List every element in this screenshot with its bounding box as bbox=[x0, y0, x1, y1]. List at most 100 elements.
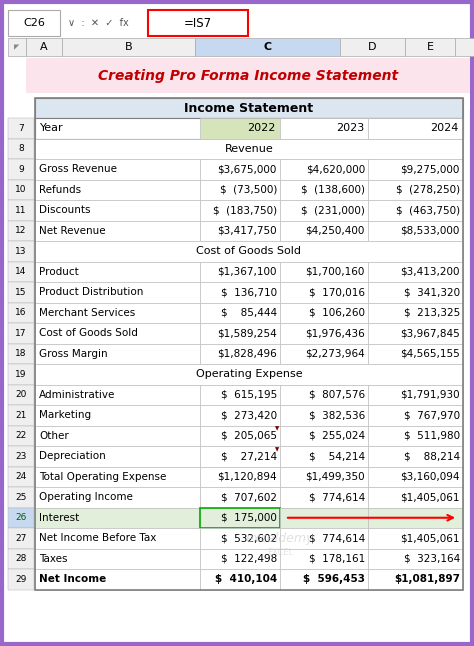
Text: 2023: 2023 bbox=[336, 123, 364, 133]
FancyBboxPatch shape bbox=[280, 528, 368, 548]
Text: 2024: 2024 bbox=[430, 123, 459, 133]
FancyBboxPatch shape bbox=[8, 282, 34, 302]
FancyBboxPatch shape bbox=[35, 323, 200, 344]
FancyBboxPatch shape bbox=[8, 38, 26, 56]
FancyBboxPatch shape bbox=[26, 58, 470, 93]
Text: 17: 17 bbox=[15, 329, 27, 338]
FancyBboxPatch shape bbox=[280, 405, 368, 426]
Text: Gross Revenue: Gross Revenue bbox=[39, 164, 117, 174]
FancyBboxPatch shape bbox=[280, 446, 368, 466]
FancyBboxPatch shape bbox=[26, 94, 470, 110]
Text: exceldemy: exceldemy bbox=[246, 532, 314, 545]
Text: $  807,576: $ 807,576 bbox=[309, 390, 365, 400]
FancyBboxPatch shape bbox=[35, 241, 463, 262]
Text: 13: 13 bbox=[15, 247, 27, 256]
FancyBboxPatch shape bbox=[200, 487, 280, 508]
Text: $    85,444: $ 85,444 bbox=[221, 307, 277, 318]
FancyBboxPatch shape bbox=[8, 118, 34, 138]
FancyBboxPatch shape bbox=[368, 528, 463, 548]
Text: 19: 19 bbox=[15, 370, 27, 379]
FancyBboxPatch shape bbox=[62, 38, 195, 56]
FancyBboxPatch shape bbox=[35, 487, 200, 508]
Text: $  170,016: $ 170,016 bbox=[309, 287, 365, 297]
FancyBboxPatch shape bbox=[368, 508, 463, 528]
Text: 10: 10 bbox=[15, 185, 27, 194]
FancyBboxPatch shape bbox=[368, 569, 463, 590]
FancyBboxPatch shape bbox=[280, 426, 368, 446]
Text: Revenue: Revenue bbox=[225, 144, 273, 154]
FancyBboxPatch shape bbox=[35, 569, 200, 590]
FancyBboxPatch shape bbox=[35, 159, 200, 180]
FancyBboxPatch shape bbox=[8, 548, 34, 569]
FancyBboxPatch shape bbox=[35, 528, 200, 548]
FancyBboxPatch shape bbox=[368, 200, 463, 220]
FancyBboxPatch shape bbox=[8, 466, 34, 487]
Text: $  106,260: $ 106,260 bbox=[309, 307, 365, 318]
FancyBboxPatch shape bbox=[200, 508, 280, 528]
Text: $  (183,750): $ (183,750) bbox=[213, 205, 277, 215]
FancyBboxPatch shape bbox=[200, 262, 280, 282]
FancyBboxPatch shape bbox=[200, 466, 280, 487]
FancyBboxPatch shape bbox=[368, 159, 463, 180]
FancyBboxPatch shape bbox=[280, 200, 368, 220]
FancyBboxPatch shape bbox=[8, 262, 34, 282]
FancyBboxPatch shape bbox=[200, 118, 280, 138]
FancyBboxPatch shape bbox=[368, 446, 463, 466]
FancyBboxPatch shape bbox=[200, 548, 280, 569]
Text: $  341,320: $ 341,320 bbox=[404, 287, 460, 297]
Text: 24: 24 bbox=[15, 472, 27, 481]
FancyBboxPatch shape bbox=[368, 344, 463, 364]
FancyBboxPatch shape bbox=[8, 364, 34, 384]
FancyBboxPatch shape bbox=[280, 118, 368, 138]
FancyBboxPatch shape bbox=[200, 200, 280, 220]
Text: Discounts: Discounts bbox=[39, 205, 91, 215]
FancyBboxPatch shape bbox=[405, 38, 455, 56]
FancyBboxPatch shape bbox=[35, 282, 200, 302]
Text: $  (463,750): $ (463,750) bbox=[396, 205, 460, 215]
FancyBboxPatch shape bbox=[200, 528, 280, 548]
FancyBboxPatch shape bbox=[368, 548, 463, 569]
FancyBboxPatch shape bbox=[35, 446, 200, 466]
FancyBboxPatch shape bbox=[8, 241, 34, 262]
Text: 14: 14 bbox=[15, 267, 27, 276]
FancyBboxPatch shape bbox=[26, 94, 470, 106]
Text: $  615,195: $ 615,195 bbox=[221, 390, 277, 400]
Text: $1,700,160: $1,700,160 bbox=[306, 267, 365, 276]
FancyBboxPatch shape bbox=[35, 384, 200, 405]
Text: $  532,602: $ 532,602 bbox=[221, 533, 277, 543]
FancyBboxPatch shape bbox=[368, 302, 463, 323]
Text: 27: 27 bbox=[15, 534, 27, 543]
Text: Creating Pro Forma Income Statement: Creating Pro Forma Income Statement bbox=[98, 68, 398, 83]
Text: 7: 7 bbox=[18, 124, 24, 132]
FancyBboxPatch shape bbox=[200, 569, 280, 590]
Text: Net Income Before Tax: Net Income Before Tax bbox=[39, 533, 156, 543]
FancyBboxPatch shape bbox=[368, 466, 463, 487]
FancyBboxPatch shape bbox=[35, 466, 200, 487]
FancyBboxPatch shape bbox=[35, 364, 463, 384]
Text: $  175,000: $ 175,000 bbox=[221, 513, 277, 523]
FancyBboxPatch shape bbox=[200, 426, 280, 446]
Text: E: E bbox=[427, 42, 434, 52]
Text: 2022: 2022 bbox=[247, 123, 276, 133]
Text: Net Income: Net Income bbox=[39, 574, 106, 584]
FancyBboxPatch shape bbox=[35, 508, 200, 528]
FancyBboxPatch shape bbox=[368, 180, 463, 200]
Text: Depreciation: Depreciation bbox=[39, 452, 106, 461]
Text: $  (231,000): $ (231,000) bbox=[301, 205, 365, 215]
Text: Other: Other bbox=[39, 431, 69, 441]
FancyBboxPatch shape bbox=[280, 384, 368, 405]
FancyBboxPatch shape bbox=[280, 282, 368, 302]
FancyBboxPatch shape bbox=[200, 282, 280, 302]
Text: $1,367,100: $1,367,100 bbox=[218, 267, 277, 276]
Text: Refunds: Refunds bbox=[39, 185, 81, 194]
FancyBboxPatch shape bbox=[8, 323, 34, 344]
FancyBboxPatch shape bbox=[340, 38, 405, 56]
Text: Operating Expense: Operating Expense bbox=[196, 370, 302, 379]
FancyBboxPatch shape bbox=[200, 323, 280, 344]
Text: A: A bbox=[40, 42, 48, 52]
Text: $  (138,600): $ (138,600) bbox=[301, 185, 365, 194]
FancyBboxPatch shape bbox=[368, 220, 463, 241]
Text: D: D bbox=[368, 42, 377, 52]
Text: Gross Margin: Gross Margin bbox=[39, 349, 108, 359]
FancyBboxPatch shape bbox=[368, 118, 463, 138]
